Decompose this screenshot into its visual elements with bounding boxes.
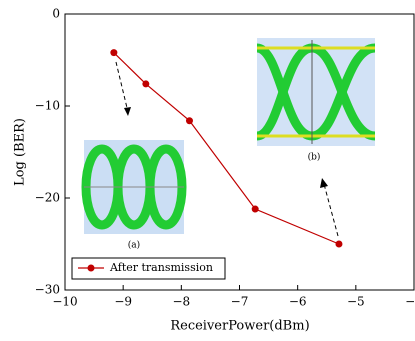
legend-label: After transmission [109,261,213,274]
point [186,117,193,124]
page: (a) (b) ReceiverPower(dBm) Log (BER) −10… [0,0,415,341]
point [110,49,117,56]
x-tick-label: −4 [405,295,415,309]
x-tick-label: −6 [289,295,307,309]
x-tick-label: −7 [231,295,249,309]
y-axis-label: Log (BER) [13,118,28,186]
x-tick-label: −8 [172,295,190,309]
arrow-a [116,62,128,112]
eye-diagram-b [255,36,377,148]
eye-diagram-a [82,138,186,236]
point [252,206,259,213]
x-tick-label: −10 [52,295,77,309]
y-tick-label: −10 [35,99,60,113]
legend-marker [88,265,95,272]
annotation: (a) [128,240,140,251]
x-axis-label: ReceiverPower(dBm) [170,319,309,334]
chart: (a) (b) ReceiverPower(dBm) Log (BER) −10… [0,0,415,341]
y-tick-label: −20 [35,191,60,205]
arrow-b [324,184,338,236]
arrow-head [320,178,328,188]
annotation: (b) [308,152,321,163]
y-tick-label: 0 [52,7,60,21]
y-tick-label: −30 [35,283,60,297]
point [335,241,342,248]
point [142,80,149,87]
x-tick-label: −5 [347,295,365,309]
arrow-head [124,107,131,116]
x-tick-label: −9 [114,295,132,309]
